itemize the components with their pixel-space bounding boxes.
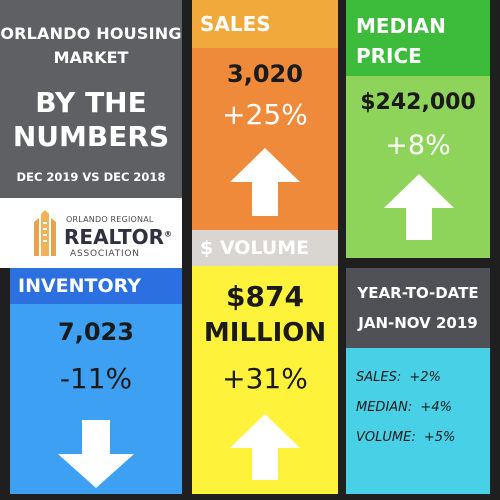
median-value: $242,000 <box>360 90 476 115</box>
median-header: MEDIAN PRICE <box>346 0 490 76</box>
volume-change: +31% <box>222 362 308 395</box>
median-header-line-2: PRICE <box>356 44 422 68</box>
ytd-item-median: MEDIAN: +4% <box>356 400 452 415</box>
ytd-item-value: +4% <box>420 400 452 415</box>
ytd-header-line-1: YEAR-TO-DATE <box>357 284 479 302</box>
median-body: $242,000 +8% <box>346 76 490 258</box>
volume-header-label: $ VOLUME <box>200 237 310 259</box>
ytd-item-value: +5% <box>423 430 456 445</box>
building-logo-icon <box>30 208 60 258</box>
arrow-up-icon <box>230 414 300 480</box>
volume-value-line-2: MILLION <box>203 318 327 348</box>
ytd-item-label: SALES: <box>356 370 402 385</box>
logo-main-text: REALTOR® <box>64 225 172 249</box>
title-big-1: BY THE <box>35 86 147 119</box>
arrow-down-icon <box>58 420 134 488</box>
title-line-2: MARKET <box>53 48 129 67</box>
ytd-item-value: +2% <box>409 370 441 385</box>
title-subtitle: DEC 2019 VS DEC 2018 <box>16 170 166 184</box>
sales-value: 3,020 <box>227 60 303 88</box>
title-big-2: NUMBERS <box>12 120 170 153</box>
sales-header: SALES <box>192 0 338 48</box>
inventory-body: 7,023 -11% <box>10 304 182 494</box>
ytd-item-label: VOLUME: <box>356 430 416 445</box>
inventory-value: 7,023 <box>58 318 134 346</box>
logo-registered-mark: ® <box>164 229 173 239</box>
ytd-item-label: MEDIAN: <box>356 400 413 415</box>
arrow-up-icon <box>230 148 300 216</box>
sales-change: +25% <box>222 98 308 131</box>
ytd-item-volume: VOLUME: +5% <box>356 430 455 445</box>
inventory-header-label: INVENTORY <box>18 275 142 297</box>
volume-value-line-1: $874 <box>226 280 304 313</box>
ytd-header-line-2: JAN-NOV 2019 <box>358 314 478 332</box>
logo-realtor-word: REALTOR <box>64 225 165 249</box>
median-change: +8% <box>385 130 451 161</box>
sales-body: 3,020 +25% <box>192 48 338 230</box>
logo-small-text: ORLANDO REGIONAL <box>66 215 154 224</box>
ytd-item-sales: SALES: +2% <box>356 370 441 385</box>
volume-header: $ VOLUME <box>192 230 338 266</box>
sales-header-label: SALES <box>200 12 271 36</box>
logo-bottom-text: ASSOCIATION <box>70 249 140 259</box>
title-panel: ORLANDO HOUSING MARKET BY THE NUMBERS DE… <box>0 0 182 198</box>
logo-panel: ORLANDO REGIONAL REALTOR® ASSOCIATION <box>0 198 182 268</box>
volume-body: $874 MILLION +31% <box>192 266 338 494</box>
ytd-header: YEAR-TO-DATE JAN-NOV 2019 <box>346 268 490 348</box>
inventory-header: INVENTORY <box>10 268 182 304</box>
ytd-body: SALES: +2% MEDIAN: +4% VOLUME: +5% <box>346 348 490 494</box>
inventory-change: -11% <box>59 362 133 395</box>
arrow-up-icon <box>384 174 454 240</box>
title-line-1: ORLANDO HOUSING <box>0 24 182 43</box>
median-header-line-1: MEDIAN <box>356 14 446 38</box>
